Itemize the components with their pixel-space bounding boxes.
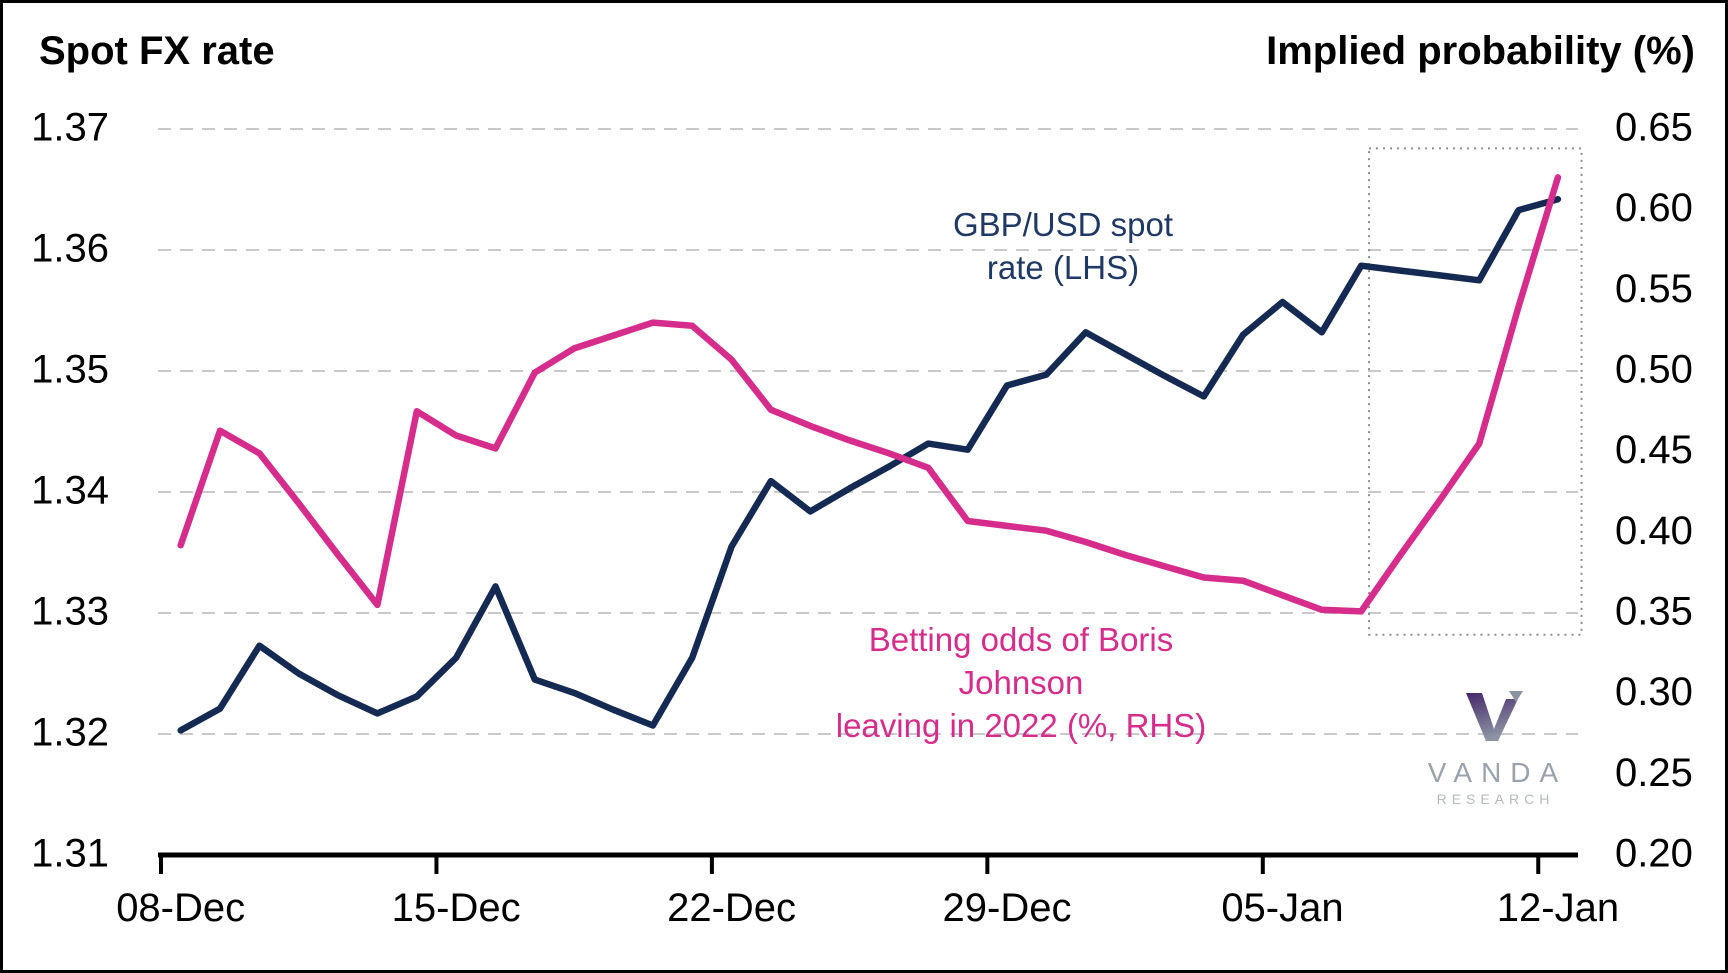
logo-brand-text: VANDA — [1427, 757, 1568, 788]
x-axis-tick-label: 15-Dec — [392, 886, 521, 930]
right-axis-tick-label: 0.45 — [1615, 428, 1693, 472]
right-axis-tick-label: 0.55 — [1615, 267, 1693, 311]
gbp-usd-series-label: GBP/USD spot rate (LHS) — [952, 206, 1174, 286]
right-axis-tick-label: 0.40 — [1615, 509, 1693, 553]
left-axis-tick-label: 1.32 — [31, 711, 109, 755]
x-axis-tick-label: 08-Dec — [116, 886, 245, 930]
right-axis-tick-label: 0.25 — [1615, 751, 1693, 795]
betting-odds-series-label: Betting odds of Boris Johnson leaving in… — [835, 621, 1207, 744]
right-axis-title: Implied probability (%) — [1266, 29, 1695, 73]
gbp-usd-spot-line — [177, 195, 1562, 734]
left-axis-tick-label: 1.31 — [31, 832, 109, 876]
x-axis-tick-label: 12-Jan — [1497, 886, 1619, 930]
x-axis-tick-label: 22-Dec — [667, 886, 796, 930]
left-axis-tick-label: 1.35 — [31, 348, 109, 392]
line-chart-plot: 1.37 1.36 1.35 1.34 1.33 1.32 1.31 0.65 0.60 0.55… — [31, 106, 1693, 930]
right-axis-tick-label: 0.65 — [1615, 106, 1693, 150]
left-axis-tick-label: 1.37 — [31, 106, 109, 150]
x-axis-tick-label: 29-Dec — [943, 886, 1072, 930]
left-axis-title: Spot FX rate — [39, 29, 275, 73]
left-axis-tick-label: 1.34 — [31, 469, 109, 513]
vanda-v-icon — [1466, 691, 1523, 741]
vanda-research-logo: VANDA RESEARCH — [1398, 691, 1588, 807]
right-axis-tick-label: 0.35 — [1615, 590, 1693, 634]
right-axis-tick-label: 0.60 — [1615, 186, 1693, 230]
highlight-box — [1368, 147, 1583, 636]
betting-odds-line — [177, 174, 1562, 615]
x-axis-tick-label: 05-Jan — [1221, 886, 1343, 930]
left-axis-tick-label: 1.33 — [31, 590, 109, 634]
right-axis-tick-label: 0.30 — [1615, 670, 1693, 714]
logo-sub-text: RESEARCH — [1436, 791, 1555, 807]
left-axis-tick-label: 1.36 — [31, 227, 109, 271]
right-axis-tick-label: 0.50 — [1615, 348, 1693, 392]
right-axis-tick-label: 0.20 — [1615, 832, 1693, 876]
